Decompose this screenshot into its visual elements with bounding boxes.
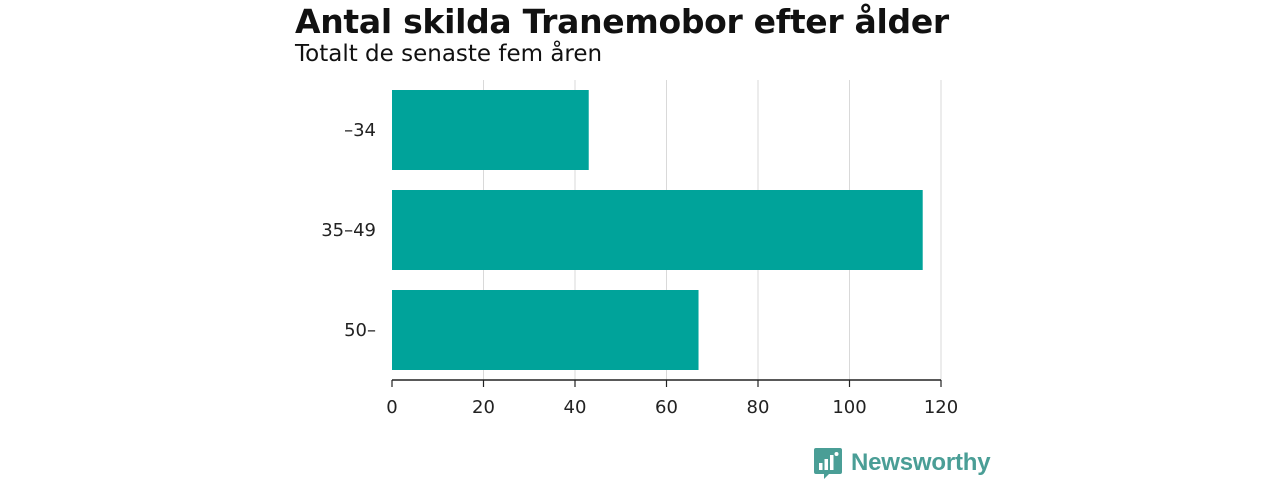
bar-0: [392, 90, 589, 170]
newsworthy-logo: Newsworthy: [813, 446, 991, 480]
y-tick-label: 50–: [344, 320, 376, 341]
bar-2: [392, 290, 699, 370]
y-tick-label: –34: [344, 120, 376, 141]
x-axis: 0 20 40 60 80 100 120: [386, 379, 958, 418]
x-tick-label: 100: [832, 397, 866, 418]
bars: [392, 90, 923, 370]
x-tick-label: 0: [386, 397, 397, 418]
chart-subtitle: Totalt de senaste fem åren: [295, 41, 603, 67]
chart-title: Antal skilda Tranemobor efter ålder: [295, 2, 949, 41]
x-tick-label: 20: [472, 397, 495, 418]
y-axis: –34 35–49 50–: [321, 120, 376, 341]
bar-1: [392, 190, 923, 270]
brand-name: Newsworthy: [851, 449, 991, 476]
x-tick-label: 60: [655, 397, 678, 418]
x-tick-label: 40: [564, 397, 587, 418]
x-tick-label: 120: [924, 397, 958, 418]
bar-chart-speech-bubble-icon: [814, 448, 842, 479]
bar-chart: 0 20 40 60 80 100 120 –34 35–49 50–: [321, 80, 958, 418]
x-tick-label: 80: [747, 397, 770, 418]
y-tick-label: 35–49: [321, 220, 376, 241]
